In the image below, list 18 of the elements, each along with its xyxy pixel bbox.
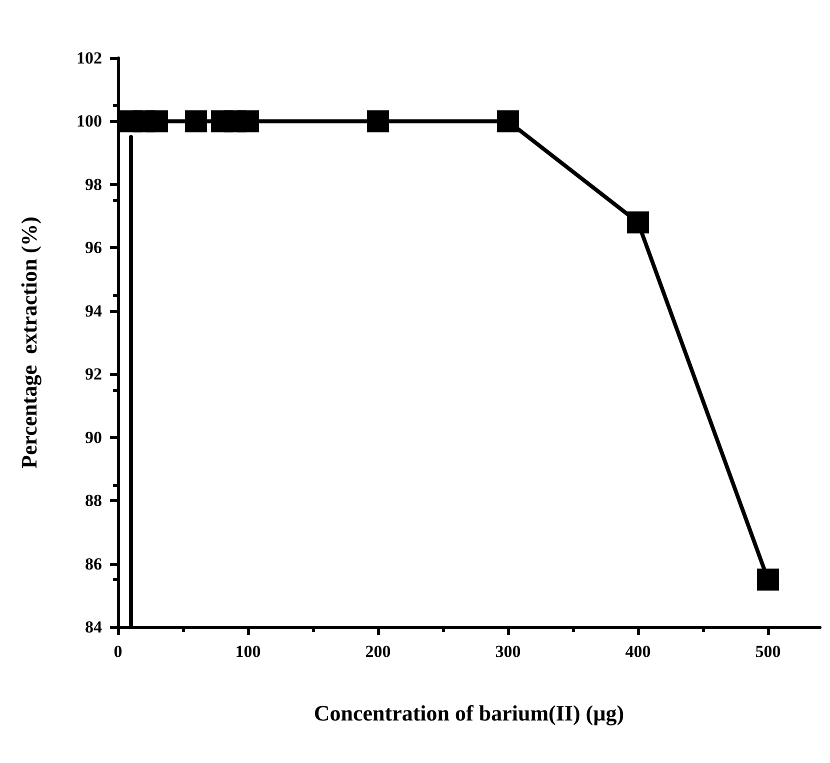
y-tick-label: 102 <box>76 48 102 68</box>
y-tick-label: 98 <box>85 174 102 194</box>
y-axis-title: Percentage extraction (%) <box>16 216 42 468</box>
x-tick-label: 400 <box>625 642 651 661</box>
x-tick-label: 100 <box>235 642 261 661</box>
y-tick-label: 86 <box>85 554 102 574</box>
x-tick-label: 500 <box>755 642 781 661</box>
y-tick-label: 100 <box>76 112 102 131</box>
x-axis-title: Concentration of barium(II) (µg) <box>314 700 624 726</box>
y-tick-label: 90 <box>85 428 102 447</box>
x-tick-label: 300 <box>495 642 521 661</box>
y-tick-label: 88 <box>85 491 102 510</box>
x-tick-label: 200 <box>365 642 391 661</box>
x-tick-label: 0 <box>114 642 122 661</box>
y-tick-label: 94 <box>85 301 102 320</box>
y-tick-label: 92 <box>85 364 102 384</box>
y-tick-label: 84 <box>85 618 102 636</box>
y-tick-label: 96 <box>85 238 102 258</box>
